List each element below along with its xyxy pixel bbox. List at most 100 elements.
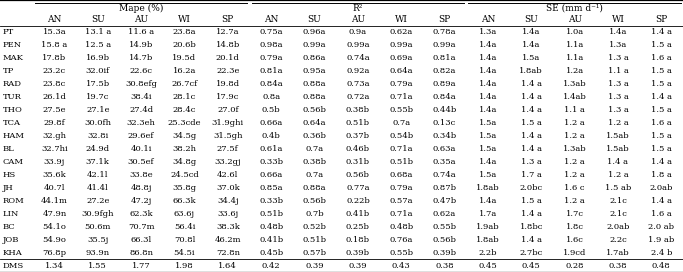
Text: 1.3 a: 1.3 a (608, 80, 628, 88)
Text: 0.86a: 0.86a (303, 54, 326, 62)
Text: 1.5 a: 1.5 a (521, 197, 542, 205)
Text: 1.8 a: 1.8 a (651, 171, 672, 179)
Text: 19.7c: 19.7c (86, 93, 109, 101)
Text: 54.1o: 54.1o (42, 223, 66, 231)
Text: 15.8 a: 15.8 a (41, 41, 68, 49)
Text: 33.6j: 33.6j (217, 210, 238, 218)
Text: 1.77: 1.77 (132, 261, 150, 270)
Text: PEN: PEN (3, 41, 22, 49)
Text: 0.45: 0.45 (479, 261, 497, 270)
Text: 0.98a: 0.98a (260, 41, 283, 49)
Text: 17.8b: 17.8b (42, 54, 66, 62)
Text: 14.8b: 14.8b (216, 41, 240, 49)
Text: 0.5b: 0.5b (262, 106, 281, 114)
Text: 0.92a: 0.92a (346, 67, 370, 75)
Text: 0.96a: 0.96a (303, 28, 326, 36)
Text: 0.61a: 0.61a (260, 145, 283, 153)
Text: 32.0if: 32.0if (85, 67, 110, 75)
Text: SE (mm d⁻¹): SE (mm d⁻¹) (546, 4, 603, 13)
Text: 1.9ab: 1.9ab (476, 223, 500, 231)
Text: 0.44b: 0.44b (432, 106, 457, 114)
Text: 31.9ghi: 31.9ghi (212, 119, 244, 127)
Text: 0.39b: 0.39b (432, 249, 456, 256)
Text: 27.1e: 27.1e (86, 106, 109, 114)
Text: ROM: ROM (3, 197, 25, 205)
Text: 1.4ab: 1.4ab (563, 93, 587, 101)
Text: 19.5d: 19.5d (172, 54, 197, 62)
Text: 1.4a: 1.4a (479, 41, 497, 49)
Text: 1.4 a: 1.4 a (520, 236, 542, 244)
Text: 1.6c: 1.6c (566, 236, 583, 244)
Text: 0.7b: 0.7b (305, 210, 324, 218)
Text: 1.2 a: 1.2 a (564, 132, 585, 140)
Text: 30.0fh: 30.0fh (84, 119, 111, 127)
Text: 0.79a: 0.79a (389, 80, 413, 88)
Text: 1.4a: 1.4a (522, 28, 540, 36)
Text: 30.9fgh: 30.9fgh (81, 210, 114, 218)
Text: 1.1a: 1.1a (566, 54, 584, 62)
Text: 0.55b: 0.55b (389, 249, 413, 256)
Text: 0.51b: 0.51b (346, 119, 370, 127)
Text: 0.43: 0.43 (392, 261, 410, 270)
Text: 0.41b: 0.41b (346, 210, 370, 218)
Text: 66.3l: 66.3l (130, 236, 152, 244)
Text: 1.5a: 1.5a (522, 54, 540, 62)
Text: 27.0f: 27.0f (217, 106, 238, 114)
Text: CAM: CAM (3, 158, 24, 166)
Text: 44.1m: 44.1m (41, 197, 68, 205)
Text: 40.1i: 40.1i (130, 145, 152, 153)
Text: 1.55: 1.55 (88, 261, 107, 270)
Text: 1.5a: 1.5a (479, 171, 497, 179)
Text: 0.47b: 0.47b (432, 197, 457, 205)
Text: 0.55b: 0.55b (389, 106, 413, 114)
Text: 14.9b: 14.9b (129, 41, 153, 49)
Text: 13.1 a: 13.1 a (85, 28, 111, 36)
Text: 0.73a: 0.73a (346, 80, 370, 88)
Text: 1.8bc: 1.8bc (520, 223, 543, 231)
Text: 48.8j: 48.8j (130, 184, 152, 192)
Text: 0.7a: 0.7a (305, 171, 324, 179)
Text: 0.13c: 0.13c (433, 119, 456, 127)
Text: 1.4 a: 1.4 a (607, 158, 628, 166)
Text: 66.3k: 66.3k (173, 197, 196, 205)
Text: 1.1 a: 1.1 a (608, 67, 628, 75)
Text: 0.71a: 0.71a (389, 210, 413, 218)
Text: 0.57b: 0.57b (303, 249, 326, 256)
Text: JH: JH (3, 184, 14, 192)
Text: 1.5 ab: 1.5 ab (605, 184, 631, 192)
Text: 1.4 a: 1.4 a (651, 28, 672, 36)
Text: 0.45: 0.45 (522, 261, 541, 270)
Text: 54.9o: 54.9o (42, 236, 66, 244)
Text: 0.39b: 0.39b (346, 249, 370, 256)
Text: 32.gh: 32.gh (42, 132, 66, 140)
Text: TP: TP (3, 67, 14, 75)
Text: 0.35a: 0.35a (433, 158, 456, 166)
Text: SU: SU (307, 15, 322, 24)
Text: 1.4 a: 1.4 a (520, 80, 542, 88)
Text: 93.9n: 93.9n (86, 249, 110, 256)
Text: 37.0k: 37.0k (216, 184, 240, 192)
Text: 0.95a: 0.95a (303, 67, 326, 75)
Text: 1.2 a: 1.2 a (564, 171, 585, 179)
Text: 0.88a: 0.88a (303, 93, 326, 101)
Text: 20.6b: 20.6b (173, 41, 197, 49)
Text: 56.4i: 56.4i (173, 223, 195, 231)
Text: 1.0a: 1.0a (566, 28, 584, 36)
Text: 1.2 a: 1.2 a (564, 158, 585, 166)
Text: 0.77a: 0.77a (346, 184, 370, 192)
Text: 0.76a: 0.76a (389, 236, 413, 244)
Text: 0.81a: 0.81a (433, 54, 456, 62)
Text: 0.39: 0.39 (348, 261, 367, 270)
Text: AN: AN (481, 15, 495, 24)
Text: 1.5ab: 1.5ab (607, 145, 630, 153)
Text: 1.7ab: 1.7ab (607, 249, 630, 256)
Text: LIN: LIN (3, 210, 19, 218)
Text: 1.6 a: 1.6 a (651, 210, 671, 218)
Text: 27.2e: 27.2e (86, 197, 109, 205)
Text: 0.55b: 0.55b (432, 223, 456, 231)
Text: 0.66a: 0.66a (260, 171, 283, 179)
Text: 1.4 a: 1.4 a (520, 93, 542, 101)
Text: 1.2 a: 1.2 a (608, 119, 628, 127)
Text: WI: WI (395, 15, 408, 24)
Text: 0.4b: 0.4b (262, 132, 281, 140)
